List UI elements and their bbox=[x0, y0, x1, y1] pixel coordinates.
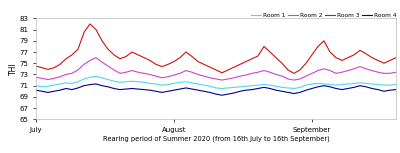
Room 2 bbox=[124, 71, 128, 73]
Room 2 bbox=[166, 76, 170, 78]
Room 1 bbox=[358, 82, 362, 84]
Room 2 bbox=[34, 76, 38, 78]
Room 4 bbox=[94, 83, 98, 85]
Room 3 bbox=[232, 66, 236, 68]
Room 1 bbox=[238, 86, 242, 88]
Room 3 bbox=[88, 23, 92, 25]
Room 4 bbox=[394, 89, 398, 91]
Room 2 bbox=[238, 75, 242, 77]
Room 4 bbox=[124, 88, 128, 90]
Room 1 bbox=[112, 80, 116, 82]
Room 2 bbox=[394, 71, 398, 73]
Room 4 bbox=[238, 90, 242, 92]
Y-axis label: THI: THI bbox=[9, 63, 18, 75]
Room 4 bbox=[262, 86, 266, 88]
Room 3 bbox=[124, 56, 128, 57]
Room 3 bbox=[394, 57, 398, 59]
X-axis label: Rearing period of Summer 2020 (from 16th July to 16th September): Rearing period of Summer 2020 (from 16th… bbox=[103, 136, 329, 142]
Room 3 bbox=[34, 65, 38, 67]
Room 4 bbox=[358, 85, 362, 87]
Room 1 bbox=[166, 84, 170, 86]
Room 4 bbox=[34, 89, 38, 91]
Room 1 bbox=[34, 85, 38, 87]
Room 4 bbox=[166, 90, 170, 92]
Room 4 bbox=[220, 94, 224, 96]
Room 3 bbox=[166, 63, 170, 65]
Room 1 bbox=[262, 84, 266, 86]
Room 3 bbox=[256, 55, 260, 57]
Room 1 bbox=[220, 88, 224, 89]
Line: Room 3: Room 3 bbox=[36, 24, 396, 73]
Line: Room 1: Room 1 bbox=[36, 76, 396, 88]
Room 2 bbox=[220, 79, 224, 81]
Room 3 bbox=[292, 72, 296, 74]
Room 2 bbox=[262, 70, 266, 71]
Room 2 bbox=[112, 69, 116, 71]
Room 4 bbox=[112, 88, 116, 89]
Legend: Room 1, Room 2, Room 3, Room 4: Room 1, Room 2, Room 3, Room 4 bbox=[251, 13, 397, 18]
Room 1 bbox=[94, 75, 98, 77]
Room 1 bbox=[394, 84, 398, 86]
Line: Room 2: Room 2 bbox=[36, 58, 396, 80]
Line: Room 4: Room 4 bbox=[36, 84, 396, 95]
Room 3 bbox=[358, 49, 362, 51]
Room 3 bbox=[112, 54, 116, 56]
Room 2 bbox=[94, 57, 98, 59]
Room 2 bbox=[358, 66, 362, 67]
Room 1 bbox=[124, 81, 128, 83]
